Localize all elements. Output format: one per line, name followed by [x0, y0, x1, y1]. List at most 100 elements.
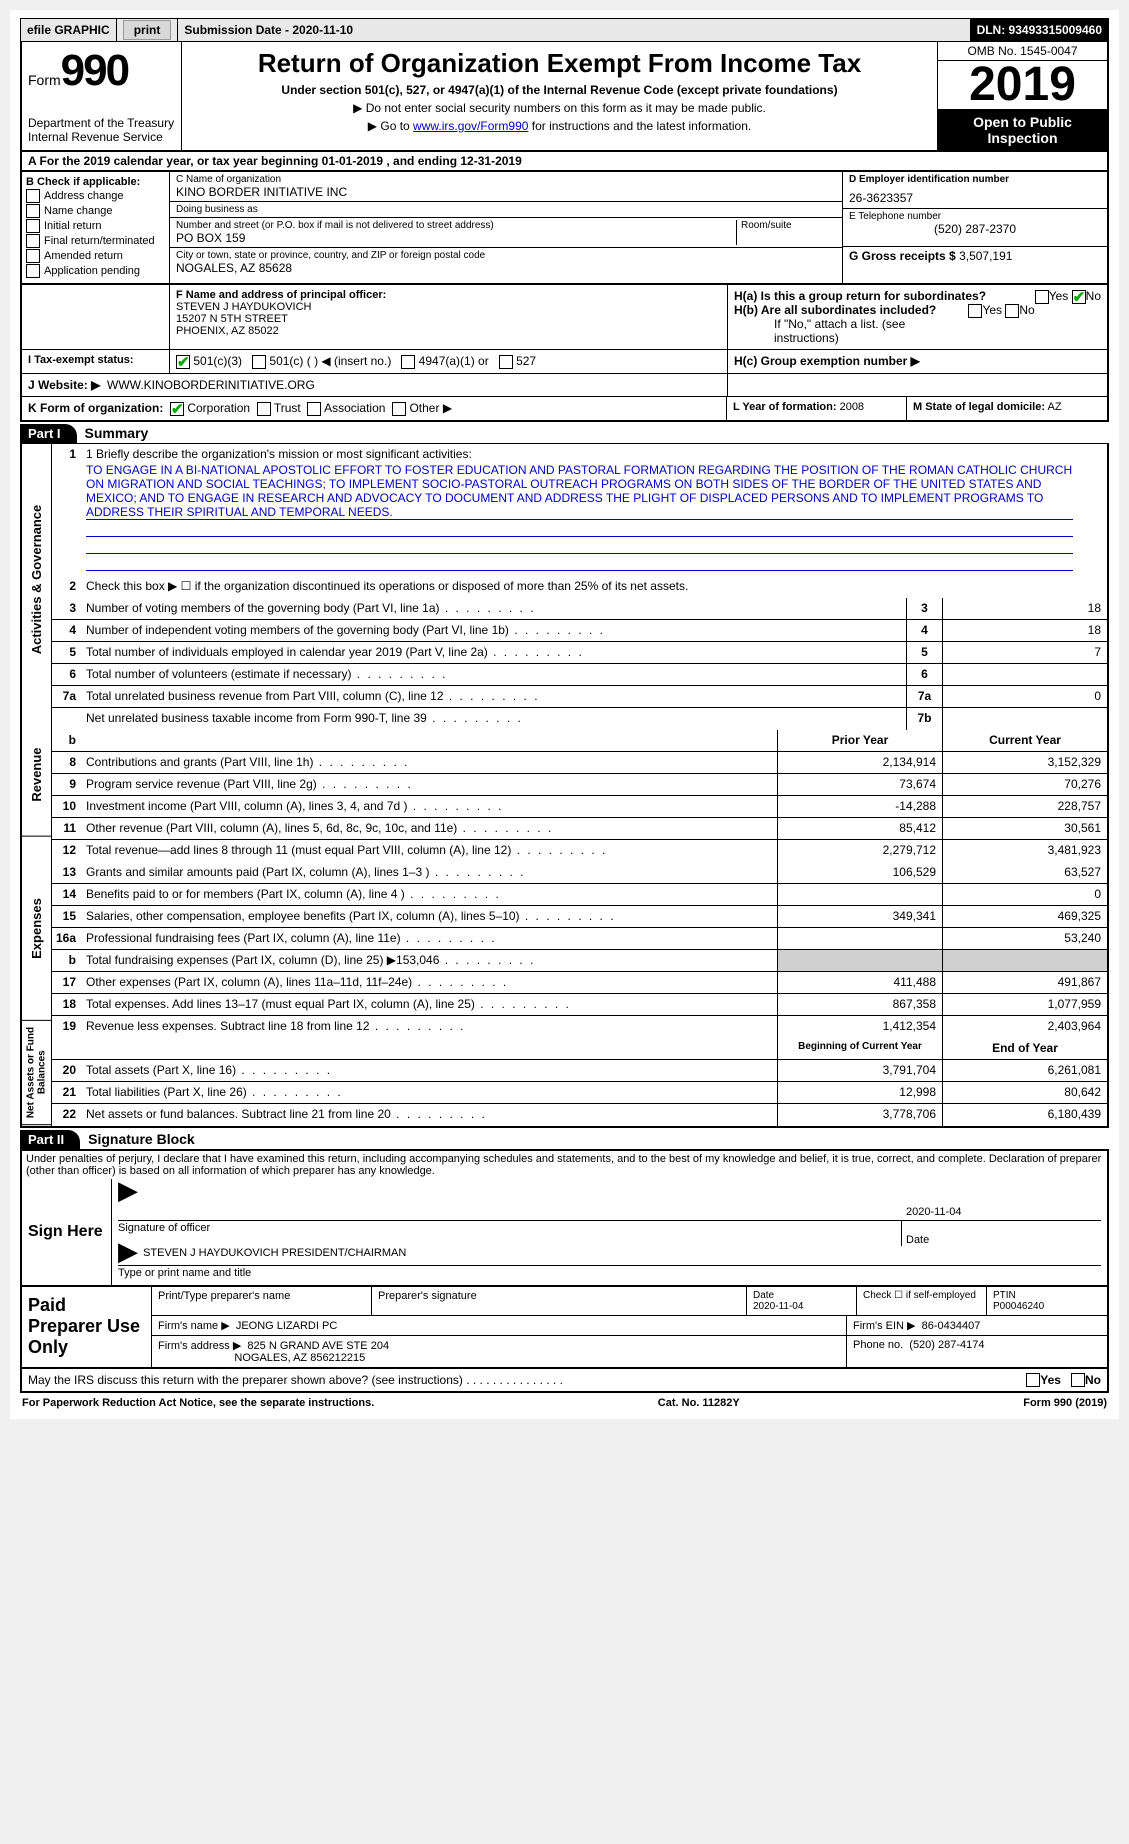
summary-line-5: 5 Total number of individuals employed i…: [52, 642, 1107, 664]
prior-value: -14,288: [777, 796, 942, 817]
row-m-label: M State of legal domicile:: [913, 401, 1045, 413]
chk-527[interactable]: [499, 355, 513, 369]
summary-line-9: 9 Program service revenue (Part VIII, li…: [52, 774, 1107, 796]
prior-value: 2,279,712: [777, 840, 942, 862]
row-m: M State of legal domicile: AZ: [907, 397, 1107, 420]
arrow2-pre: ▶ Go to: [368, 119, 413, 133]
chk-initial-return[interactable]: Initial return: [26, 219, 165, 233]
chk-501c3[interactable]: [176, 355, 190, 369]
chk-final-return[interactable]: Final return/terminated: [26, 234, 165, 248]
line-no: 11: [52, 818, 82, 839]
line-text: Contributions and grants (Part VIII, lin…: [82, 752, 777, 773]
city-label: City or town, state or province, country…: [176, 250, 836, 261]
chk-association[interactable]: [307, 402, 321, 416]
line-no: 18: [52, 994, 82, 1015]
officer-label: F Name and address of principal officer:: [176, 289, 386, 301]
efile-label: efile GRAPHIC: [21, 19, 117, 41]
may-irs-yes-checkbox[interactable]: [1026, 1373, 1040, 1387]
officer-name: STEVEN J HAYDUKOVICH: [176, 301, 312, 313]
chk-501c[interactable]: [252, 355, 266, 369]
h-b-yes-checkbox[interactable]: [968, 304, 982, 318]
line-no: b: [52, 950, 82, 971]
rev-hdr-spacer: [82, 730, 777, 751]
section-j: J Website: ▶ WWW.KINOBORDERINITIATIVE.OR…: [20, 374, 1109, 397]
row-j-label: J Website: ▶: [28, 378, 100, 392]
prep-date-cell: Date2020-11-04: [747, 1287, 857, 1315]
department-label: Department of the Treasury Internal Reve…: [28, 116, 175, 144]
section-i-hc: I Tax-exempt status: 501(c)(3) 501(c) ( …: [20, 350, 1109, 374]
prior-value: 3,791,704: [777, 1060, 942, 1081]
line-text: Total revenue—add lines 8 through 11 (mu…: [82, 840, 777, 862]
prior-value: [777, 884, 942, 905]
tab-net-assets: Net Assets or Fund Balances: [22, 1020, 51, 1125]
website-value: WWW.KINOBORDERINITIATIVE.ORG: [107, 378, 315, 392]
h-a-yes-checkbox[interactable]: [1035, 290, 1049, 304]
chk-name-change[interactable]: Name change: [26, 204, 165, 218]
h-b-label: H(b) Are all subordinates included?: [734, 303, 936, 317]
sign-here-label: Sign Here: [22, 1179, 112, 1285]
may-irs-no-checkbox[interactable]: [1071, 1373, 1085, 1387]
current-value: 2,403,964: [942, 1016, 1107, 1038]
part-2-tag: Part II: [20, 1130, 80, 1149]
column-d-e-g: D Employer identification number 26-3623…: [842, 172, 1107, 283]
chk-application-pending[interactable]: Application pending: [26, 264, 165, 278]
chk-amended-return[interactable]: Amended return: [26, 249, 165, 263]
line-no: 16a: [52, 928, 82, 949]
org-name-cell: C Name of organization KINO BORDER INITI…: [170, 172, 842, 202]
line-text: Number of voting members of the governin…: [82, 598, 906, 619]
h-a-no-checkbox[interactable]: [1072, 290, 1086, 304]
h-c-spacer: [727, 374, 1107, 396]
ein-value: 26-3623357: [849, 191, 1101, 205]
form-number-block: Form 990: [28, 46, 175, 96]
chk-4947[interactable]: [401, 355, 415, 369]
line-no: 20: [52, 1060, 82, 1081]
line-text: Net unrelated business taxable income fr…: [82, 708, 906, 730]
ptin-cell: PTINP00046240: [987, 1287, 1107, 1315]
netassets-header-row: Beginning of Current Year End of Year: [52, 1038, 1107, 1060]
h-c-row: H(c) Group exemption number ▶: [727, 350, 1107, 373]
current-value: 1,077,959: [942, 994, 1107, 1015]
open-public-inspection: Open to Public Inspection: [938, 110, 1107, 150]
ein-label: D Employer identification number: [849, 174, 1101, 185]
gross-receipts-cell: G Gross receipts $ 3,507,191: [843, 247, 1107, 283]
arrow-line-2: ▶ Go to www.irs.gov/Form990 for instruct…: [188, 119, 931, 133]
part-2-title: Signature Block: [80, 1131, 195, 1147]
row-j: J Website: ▶ WWW.KINOBORDERINITIATIVE.OR…: [22, 374, 727, 396]
line-no: 13: [52, 862, 82, 883]
line-text: Total fundraising expenses (Part IX, col…: [82, 950, 777, 971]
print-button-cell: print: [117, 19, 179, 41]
line-box: 4: [906, 620, 942, 641]
chk-trust[interactable]: [257, 402, 271, 416]
current-value: 228,757: [942, 796, 1107, 817]
row-l-value: 2008: [840, 401, 864, 413]
dln-label: DLN: 93493315009460: [971, 19, 1108, 41]
print-button[interactable]: print: [123, 20, 172, 40]
gross-receipts-value: 3,507,191: [959, 249, 1012, 263]
row-l-label: L Year of formation:: [733, 401, 837, 413]
prior-value: 349,341: [777, 906, 942, 927]
side-tabs: Activities & Governance Revenue Expenses…: [22, 444, 52, 1126]
row-i-label: I Tax-exempt status:: [22, 350, 170, 373]
chk-other[interactable]: [392, 402, 406, 416]
footer: For Paperwork Reduction Act Notice, see …: [20, 1393, 1109, 1409]
dots: . . . . . . . . . . . . . . .: [466, 1373, 563, 1387]
prior-value: 73,674: [777, 774, 942, 795]
chk-address-change[interactable]: Address change: [26, 189, 165, 203]
org-name-label: C Name of organization: [176, 174, 836, 185]
current-value: 3,481,923: [942, 840, 1107, 862]
prior-value: [777, 928, 942, 949]
summary-line-18: 18 Total expenses. Add lines 13–17 (must…: [52, 994, 1107, 1016]
instructions-link[interactable]: www.irs.gov/Form990: [413, 119, 528, 133]
line-no: 10: [52, 796, 82, 817]
line-text: Other expenses (Part IX, column (A), lin…: [82, 972, 777, 993]
summary-line-4: 4 Number of independent voting members o…: [52, 620, 1107, 642]
firm-phone-cell: Phone no. (520) 287-4174: [847, 1336, 1107, 1367]
column-c: C Name of organization KINO BORDER INITI…: [170, 172, 842, 283]
summary-line-7a: 7a Total unrelated business revenue from…: [52, 686, 1107, 708]
line-2-no: 2: [52, 576, 82, 598]
h-note: If "No," attach a list. (see instruction…: [734, 317, 1101, 345]
h-a-row: H(a) Is this a group return for subordin…: [734, 289, 1101, 303]
h-b-no-checkbox[interactable]: [1005, 304, 1019, 318]
mission-text: TO ENGAGE IN A BI-NATIONAL APOSTOLIC EFF…: [86, 463, 1073, 520]
chk-corporation[interactable]: [170, 402, 184, 416]
